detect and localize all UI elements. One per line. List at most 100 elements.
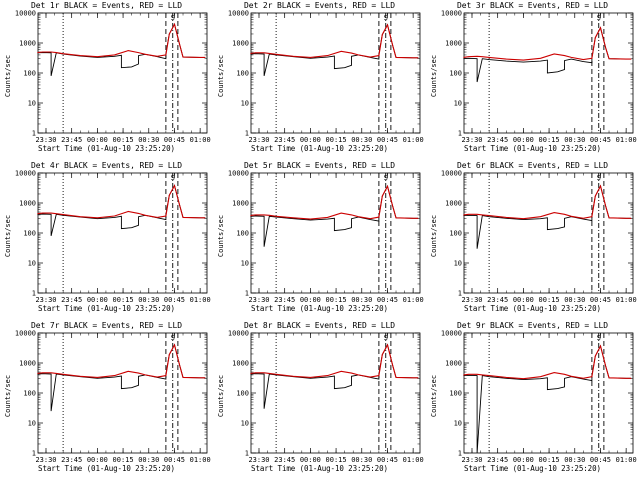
x-axis-title: Start Time (01-Aug-10 23:25:20) <box>464 304 601 313</box>
x-tick-label: 00:15 <box>326 456 347 464</box>
events-series-line <box>37 23 206 76</box>
y-tick-label: 1000 <box>232 40 249 48</box>
x-tick-label: 00:30 <box>351 456 372 464</box>
x-tick-label: 00:30 <box>351 136 372 144</box>
y-tick-label: 1000 <box>19 200 36 208</box>
x-tick-label: 00:00 <box>513 296 534 304</box>
saa-marker-label: S <box>384 14 388 22</box>
y-tick-label: 10000 <box>15 170 36 178</box>
x-tick-label: 00:15 <box>539 456 560 464</box>
x-tick-label: 00:00 <box>300 456 321 464</box>
x-tick-label: 00:30 <box>138 456 159 464</box>
x-tick-label: 00:45 <box>377 456 398 464</box>
detector-plot-panel: 1 10 100 1000 10000 23:30 23:45 00:00 00:15 00:30… <box>426 0 639 160</box>
lld-series-line <box>463 26 632 61</box>
events-series-line <box>250 343 419 409</box>
lld-series-line <box>37 343 206 379</box>
x-tick-label: 23:45 <box>487 456 508 464</box>
x-tick-label: 00:30 <box>351 296 372 304</box>
x-tick-label: 23:30 <box>35 136 56 144</box>
y-tick-label: 10000 <box>15 10 36 18</box>
y-axis-title: Counts/sec <box>217 214 225 258</box>
x-tick-label: 00:00 <box>87 136 108 144</box>
x-axis-title: Start Time (01-Aug-10 23:25:20) <box>251 144 388 153</box>
plot-title: Det 1r BLACK = Events, RED = LLD <box>31 1 182 10</box>
x-tick-label: 23:30 <box>35 296 56 304</box>
lld-series-line <box>250 184 419 220</box>
events-series-line <box>37 343 206 412</box>
x-tick-label: 23:30 <box>35 456 56 464</box>
y-tick-label: 10 <box>454 420 462 428</box>
y-tick-label: 1 <box>32 130 36 138</box>
y-tick-label: 10000 <box>228 170 249 178</box>
x-axis-title: Start Time (01-Aug-10 23:25:20) <box>38 144 175 153</box>
x-tick-label: 01:00 <box>616 136 637 144</box>
y-tick-label: 1000 <box>445 40 462 48</box>
x-tick-label: 23:30 <box>461 136 482 144</box>
x-tick-label: 00:45 <box>590 296 611 304</box>
y-tick-label: 1 <box>245 450 249 458</box>
x-tick-label: 01:00 <box>190 296 211 304</box>
x-tick-label: 00:45 <box>590 456 611 464</box>
detector-plot-panel: 1 10 100 1000 10000 23:30 23:45 00:00 00:15 00:30… <box>0 320 213 480</box>
detector-plot-panel: 1 10 100 1000 10000 23:30 23:45 00:00 00:15 00:30… <box>213 0 426 160</box>
x-tick-label: 00:45 <box>377 296 398 304</box>
y-tick-label: 10000 <box>228 330 249 338</box>
lld-series-line <box>250 23 419 59</box>
x-tick-label: 23:45 <box>274 136 295 144</box>
x-tick-label: 23:45 <box>487 136 508 144</box>
x-tick-label: 01:00 <box>190 456 211 464</box>
y-tick-label: 1 <box>458 130 462 138</box>
x-axis-title: Start Time (01-Aug-10 23:25:20) <box>251 304 388 313</box>
y-tick-label: 100 <box>449 390 462 398</box>
x-tick-label: 00:15 <box>539 296 560 304</box>
plot-title: Det 5r BLACK = Events, RED = LLD <box>244 161 395 170</box>
x-tick-label: 01:00 <box>403 136 424 144</box>
x-tick-label: 00:30 <box>564 296 585 304</box>
x-tick-label: 23:30 <box>461 296 482 304</box>
y-tick-label: 10 <box>241 420 249 428</box>
x-tick-label: 00:30 <box>564 136 585 144</box>
x-tick-label: 00:15 <box>326 136 347 144</box>
y-tick-label: 100 <box>236 70 249 78</box>
y-tick-label: 10000 <box>15 330 36 338</box>
x-tick-label: 23:45 <box>274 456 295 464</box>
x-tick-label: 00:15 <box>539 136 560 144</box>
y-tick-label: 1 <box>245 290 249 298</box>
x-tick-label: 00:45 <box>164 296 185 304</box>
events-series-line <box>37 184 206 237</box>
y-tick-label: 10 <box>241 260 249 268</box>
x-tick-label: 00:15 <box>113 296 134 304</box>
y-tick-label: 1000 <box>445 360 462 368</box>
y-tick-label: 1 <box>245 130 249 138</box>
plot-title: Det 2r BLACK = Events, RED = LLD <box>244 1 395 10</box>
plot-canvas: 1 10 100 1000 10000 23:30 23:45 00:00 00:15 00:30… <box>441 330 637 465</box>
y-tick-label: 100 <box>23 390 36 398</box>
y-tick-label: 1 <box>32 450 36 458</box>
x-tick-label: 23:30 <box>248 456 269 464</box>
events-series-line <box>250 23 419 77</box>
events-series-line <box>463 26 632 83</box>
x-tick-label: 00:00 <box>513 456 534 464</box>
lld-series-line <box>37 184 206 219</box>
y-axis-title: Counts/sec <box>430 374 438 418</box>
y-tick-label: 1000 <box>19 40 36 48</box>
y-tick-label: 10 <box>241 100 249 108</box>
x-axis-title: Start Time (01-Aug-10 23:25:20) <box>38 304 175 313</box>
y-axis-title: Counts/sec <box>217 374 225 418</box>
x-tick-label: 23:30 <box>461 456 482 464</box>
y-axis-title: Counts/sec <box>4 54 12 98</box>
x-tick-label: 23:45 <box>274 296 295 304</box>
y-tick-label: 10 <box>454 100 462 108</box>
events-series-line <box>463 344 632 454</box>
x-tick-label: 01:00 <box>403 456 424 464</box>
saa-marker-label: S <box>384 334 388 342</box>
y-axis-title: Counts/sec <box>430 214 438 258</box>
x-tick-label: 01:00 <box>616 456 637 464</box>
detector-plot-panel: 1 10 100 1000 10000 23:30 23:45 00:00 00:15 00:30… <box>0 0 213 160</box>
saa-marker-label: S <box>597 334 601 342</box>
y-axis-title: Counts/sec <box>4 214 12 258</box>
y-tick-label: 100 <box>236 390 249 398</box>
x-axis-title: Start Time (01-Aug-10 23:25:20) <box>251 464 388 473</box>
